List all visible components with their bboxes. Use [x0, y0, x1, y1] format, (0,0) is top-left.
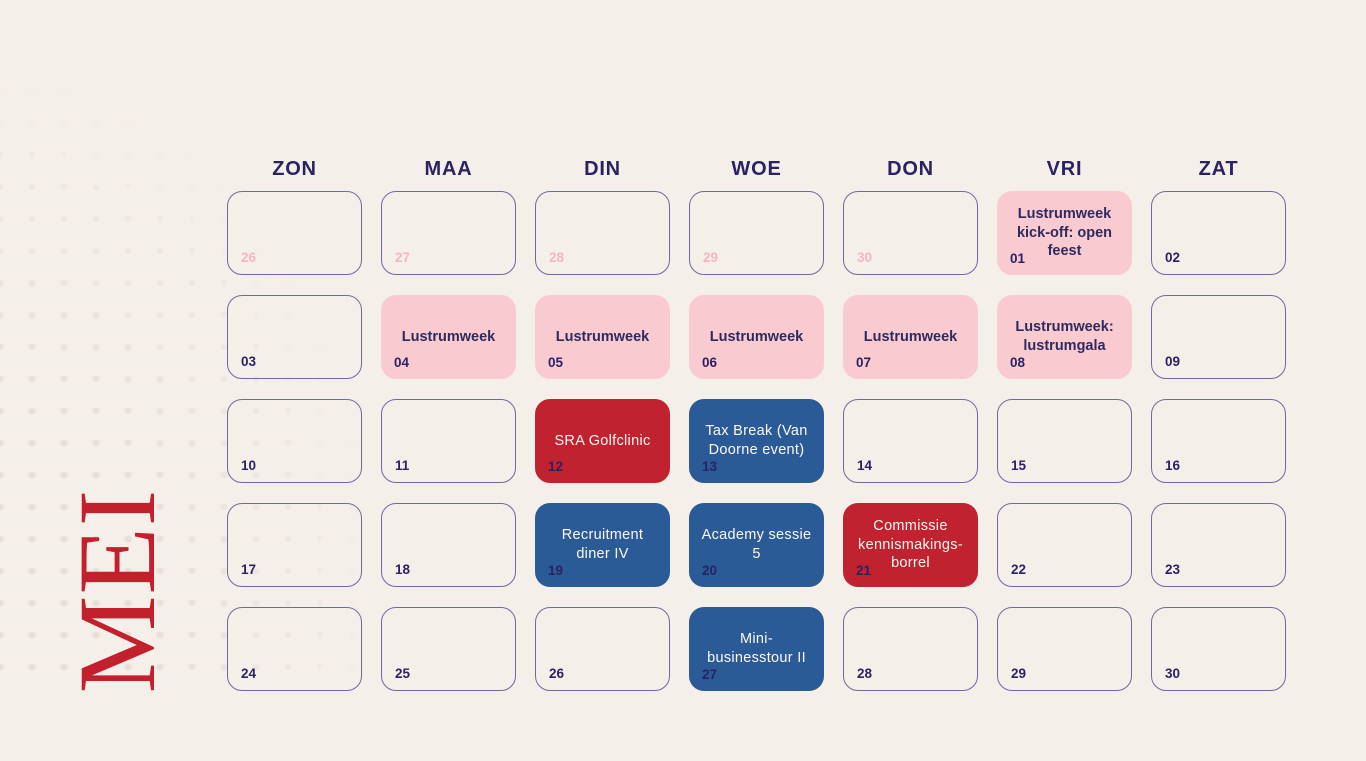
date-number: 23	[1165, 562, 1181, 577]
weekday-don: DON	[887, 158, 934, 180]
date-number: 11	[395, 458, 410, 473]
calendar-grid: 26 27 28 29 30 Lustrumweek kick-off: ope…	[227, 191, 1286, 691]
cell-25[interactable]: 25	[381, 607, 516, 691]
cell-28[interactable]: 28	[843, 607, 978, 691]
weekday-zat: ZAT	[1198, 158, 1239, 180]
cell-20[interactable]: Academy sessie 5 20	[689, 503, 824, 587]
date-number: 26	[241, 250, 257, 265]
cell-26[interactable]: 26	[535, 607, 670, 691]
event-label: Lustrumweek kick-off: open feest	[1016, 205, 1113, 260]
event-label: Mini- businesstour II	[707, 631, 806, 666]
cell-09[interactable]: 09	[1151, 295, 1286, 379]
month-title: MEI	[56, 488, 178, 694]
date-number: 28	[857, 666, 873, 681]
date-number: 05	[548, 355, 564, 370]
cell-30[interactable]: 30	[1151, 607, 1286, 691]
cell-10[interactable]: 10	[227, 399, 362, 483]
date-number: 17	[241, 562, 257, 577]
date-number: 24	[241, 666, 257, 681]
date-number: 26	[549, 666, 565, 681]
event-label: Lustrumweek	[863, 328, 958, 345]
date-number: 27	[702, 667, 718, 682]
dot-pattern	[0, 75, 364, 687]
event-label: Commissie kennismakings- borrel	[858, 517, 963, 572]
date-number: 01	[1010, 251, 1026, 266]
cell-18[interactable]: 18	[381, 503, 516, 587]
event-label: SRA Golfclinic	[554, 432, 651, 449]
date-number: 02	[1165, 250, 1181, 265]
event-label: Lustrumweek: lustrumgala	[1015, 319, 1114, 354]
date-number: 08	[1010, 355, 1026, 370]
date-number: 06	[702, 355, 718, 370]
cell-01[interactable]: Lustrumweek kick-off: open feest 01	[997, 191, 1132, 275]
weekday-din: DIN	[584, 158, 621, 180]
date-number: 21	[856, 563, 872, 578]
date-number: 19	[548, 563, 564, 578]
cell-19[interactable]: Recruitment diner IV 19	[535, 503, 670, 587]
event-label: Lustrumweek	[709, 328, 804, 345]
date-number: 07	[856, 355, 872, 370]
date-number: 29	[1011, 666, 1027, 681]
cell-13[interactable]: Tax Break (Van Doorne event) 13	[689, 399, 824, 483]
cell-29[interactable]: 29	[997, 607, 1132, 691]
cell-apr-27[interactable]: 27	[381, 191, 516, 275]
date-number: 04	[394, 355, 410, 370]
cell-15[interactable]: 15	[997, 399, 1132, 483]
cell-06[interactable]: Lustrumweek 06	[689, 295, 824, 379]
cell-apr-29[interactable]: 29	[689, 191, 824, 275]
date-number: 10	[241, 458, 257, 473]
cell-23[interactable]: 23	[1151, 503, 1286, 587]
cell-07[interactable]: Lustrumweek 07	[843, 295, 978, 379]
date-number: 28	[549, 250, 565, 265]
cell-05[interactable]: Lustrumweek 05	[535, 295, 670, 379]
cell-08[interactable]: Lustrumweek: lustrumgala 08	[997, 295, 1132, 379]
cell-22[interactable]: 22	[997, 503, 1132, 587]
cell-21[interactable]: Commissie kennismakings- borrel 21	[843, 503, 978, 587]
weekday-woe: WOE	[731, 158, 782, 180]
date-number: 15	[1011, 458, 1027, 473]
cell-apr-26[interactable]: 26	[227, 191, 362, 275]
cell-17[interactable]: 17	[227, 503, 362, 587]
event-label: Lustrumweek	[401, 328, 496, 345]
date-number: 14	[857, 458, 873, 473]
event-label: Academy sessie 5	[701, 527, 812, 562]
date-number: 03	[241, 354, 257, 369]
event-label: Tax Break (Van Doorne event)	[705, 423, 808, 458]
date-number: 30	[857, 250, 873, 265]
cell-16[interactable]: 16	[1151, 399, 1286, 483]
date-number: 29	[703, 250, 719, 265]
cell-03[interactable]: 03	[227, 295, 362, 379]
cell-27[interactable]: Mini- businesstour II 27	[689, 607, 824, 691]
weekday-vri: VRI	[1046, 158, 1083, 180]
date-number: 20	[702, 563, 718, 578]
date-number: 25	[395, 666, 411, 681]
weekday-zon: ZON	[272, 158, 317, 180]
cell-24[interactable]: 24	[227, 607, 362, 691]
cell-02[interactable]: 02	[1151, 191, 1286, 275]
date-number: 22	[1011, 562, 1027, 577]
date-number: 27	[395, 250, 411, 265]
date-number: 09	[1165, 354, 1181, 369]
cell-apr-28[interactable]: 28	[535, 191, 670, 275]
date-number: 13	[702, 459, 718, 474]
date-number: 18	[395, 562, 411, 577]
event-label: Lustrumweek	[555, 328, 650, 345]
cell-04[interactable]: Lustrumweek 04	[381, 295, 516, 379]
event-label: Recruitment diner IV	[561, 527, 644, 562]
cell-14[interactable]: 14	[843, 399, 978, 483]
calendar: ZON MAA DIN WOE DON VRI ZAT 26 27 28 29 …	[227, 158, 1286, 691]
date-number: 30	[1165, 666, 1181, 681]
date-number: 12	[548, 459, 564, 474]
weekday-maa: MAA	[424, 158, 473, 180]
weekday-header-row: ZON MAA DIN WOE DON VRI ZAT	[227, 158, 1286, 181]
cell-12[interactable]: SRA Golfclinic 12	[535, 399, 670, 483]
cell-11[interactable]: 11	[381, 399, 516, 483]
cell-apr-30[interactable]: 30	[843, 191, 978, 275]
date-number: 16	[1165, 458, 1181, 473]
